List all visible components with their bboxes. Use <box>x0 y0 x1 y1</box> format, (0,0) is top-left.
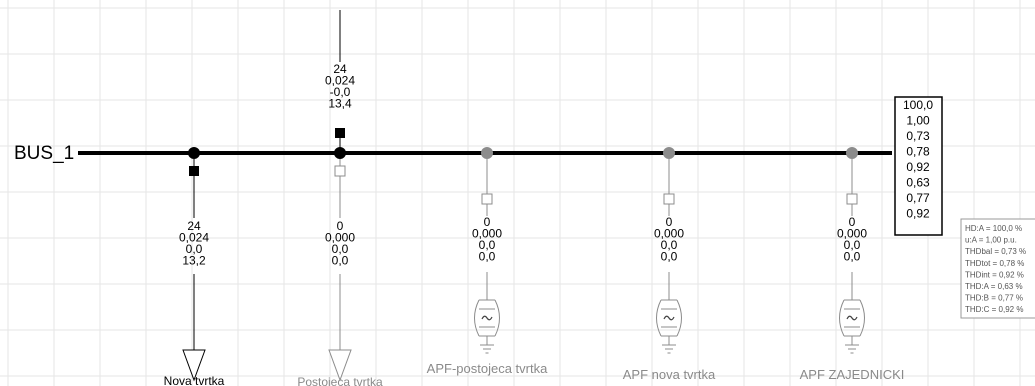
filter-name[interactable]: APF nova tvrtka <box>623 367 716 382</box>
bus-node[interactable] <box>663 147 675 159</box>
load-value: 0,0 <box>332 242 349 256</box>
load-value: 0,024 <box>179 231 209 245</box>
harmonics-box[interactable]: HD:A = 100,0 % u:A = 1,00 p.u. THDbal = 0,… <box>960 218 1035 319</box>
harmonics-frame <box>960 218 1035 319</box>
load-value: 0,0 <box>186 242 203 256</box>
harmonic-value: THDint = 0,92 % <box>965 270 1024 279</box>
bus-node[interactable] <box>188 147 200 159</box>
bus-label[interactable]: BUS_1 <box>14 143 74 164</box>
filter-breaker[interactable] <box>481 193 493 205</box>
filter-value: 0,0 <box>661 250 678 264</box>
bus-node[interactable] <box>481 147 493 159</box>
load-name[interactable]: Nova tvrtka <box>164 374 225 386</box>
bus-node[interactable] <box>846 147 858 159</box>
bus-value: 100,0 <box>903 98 933 112</box>
load-value: 0 <box>337 219 344 233</box>
bus-value: 0,77 <box>906 191 930 205</box>
filter-symbol-icon[interactable] <box>474 299 500 337</box>
filter-name[interactable]: APF ZAJEDNICKI <box>800 367 905 382</box>
filter-value: 0,000 <box>654 227 684 241</box>
filter-value: 0 <box>849 215 856 229</box>
feeder-value: -0,0 <box>330 85 351 99</box>
filter-value: 0,0 <box>844 250 861 264</box>
load-value: 0,000 <box>325 231 355 245</box>
filter-value: 0,000 <box>472 227 502 241</box>
filter-value: 0,0 <box>661 238 678 252</box>
load-breaker[interactable] <box>334 165 346 177</box>
load-breaker[interactable] <box>189 166 199 176</box>
load-value: 24 <box>187 219 201 233</box>
load-value: 0,0 <box>332 254 349 268</box>
bus-values-list: 100,01,000,730,780,920,630,770,92 <box>903 98 933 221</box>
filter-breaker[interactable] <box>663 193 675 205</box>
filter-value: 0,0 <box>479 238 496 252</box>
filter-value: 0,0 <box>479 250 496 264</box>
harmonic-value: THDtot = 0,78 % <box>965 259 1024 268</box>
filter-symbol-icon[interactable] <box>839 299 865 337</box>
load-arrow-icon[interactable] <box>328 349 352 382</box>
bus-value: 0,63 <box>906 176 930 190</box>
filter-value: 0 <box>484 215 491 229</box>
harmonic-value: THD:B = 0,77 % <box>965 294 1023 303</box>
bus-node[interactable] <box>334 147 346 159</box>
harmonic-value: u:A = 1,00 p.u. <box>965 236 1017 245</box>
filter-name[interactable]: APF-postojeca tvrtka <box>427 361 548 376</box>
filter-value: 0,000 <box>837 227 867 241</box>
load-value: 13,2 <box>182 254 206 268</box>
bus-value: 0,92 <box>906 207 930 221</box>
feeder-values: 240,024-0,013,4 <box>325 62 355 111</box>
feeder-breaker[interactable] <box>335 128 345 138</box>
bus-value: 0,92 <box>906 160 930 174</box>
harmonics-list: HD:A = 100,0 % u:A = 1,00 p.u. THDbal = 0,… <box>965 224 1026 314</box>
harmonic-value: THD:A = 0,63 % <box>965 282 1023 291</box>
filter-breaker[interactable] <box>846 193 858 205</box>
bus-values-frame <box>894 96 943 236</box>
bus-values-box[interactable]: 100,01,000,730,780,920,630,770,92 <box>894 96 943 236</box>
bus-value: 1,00 <box>906 114 930 128</box>
harmonic-value: HD:A = 100,0 % <box>965 224 1022 233</box>
bus-value: 0,73 <box>906 129 930 143</box>
harmonic-value: THDbal = 0,73 % <box>965 247 1026 256</box>
load-arrow-icon[interactable] <box>182 349 206 382</box>
bus-value: 0,78 <box>906 145 930 159</box>
filter-value: 0 <box>666 215 673 229</box>
harmonic-value: THD:C = 0,92 % <box>965 305 1023 314</box>
feeder-value: 24 <box>333 62 347 76</box>
load-name[interactable]: Postojeca tvrtka <box>297 375 383 386</box>
feeder-value: 13,4 <box>328 97 352 111</box>
filter-value: 0,0 <box>844 238 861 252</box>
incoming-feeder[interactable]: 240,024-0,013,4 <box>325 10 355 148</box>
feeder-value: 0,024 <box>325 74 355 88</box>
filter-symbol-icon[interactable] <box>656 299 682 337</box>
